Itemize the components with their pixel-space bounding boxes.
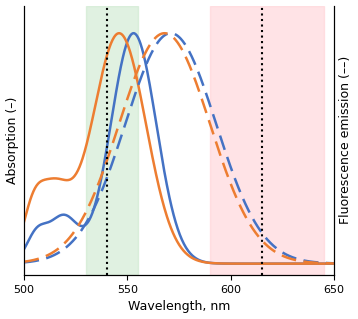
Y-axis label: Fluorescence emission (––): Fluorescence emission (––) <box>339 56 352 225</box>
Bar <box>210 5 324 275</box>
X-axis label: Wavelength, nm: Wavelength, nm <box>128 300 230 314</box>
Y-axis label: Absorption (–): Absorption (–) <box>6 97 19 184</box>
Bar <box>86 5 138 275</box>
